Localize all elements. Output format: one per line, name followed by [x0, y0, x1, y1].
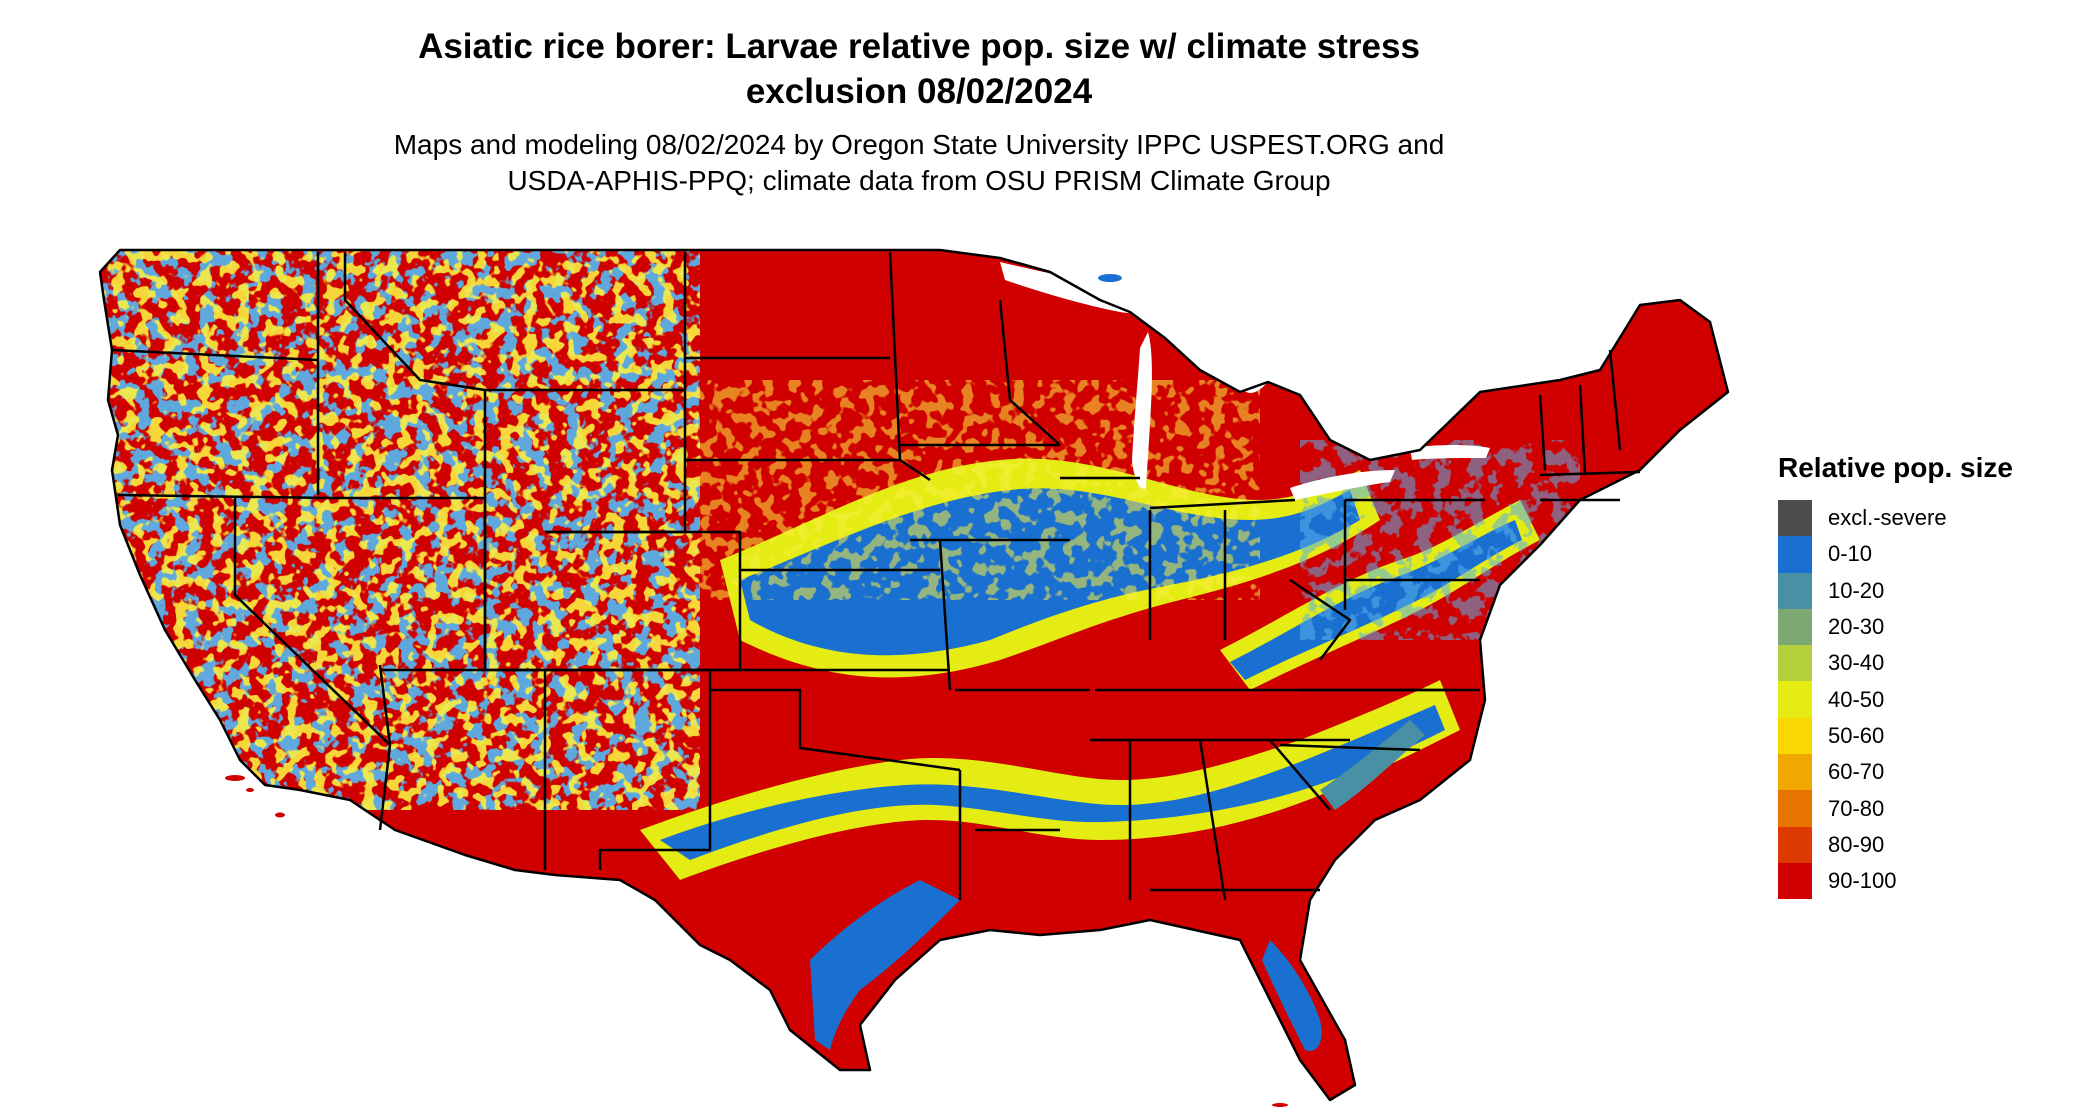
- map-subtitle-line-2: USDA-APHIS-PPQ; climate data from OSU PR…: [507, 165, 1331, 196]
- border-id-mt: [343, 252, 486, 392]
- map-title-line-1: Asiatic rice borer: Larvae relative pop.…: [418, 27, 1420, 66]
- legend-swatch: [1778, 608, 1812, 646]
- border-wv: [1289, 578, 1352, 661]
- legend-swatch: [1778, 790, 1812, 827]
- lake-ontario: [1410, 445, 1490, 460]
- border-ks-mo: [938, 539, 952, 691]
- island: [225, 775, 245, 781]
- island: [246, 788, 254, 792]
- border-dakotas-mn: [888, 251, 902, 461]
- legend-label: excl.-severe: [1828, 505, 1947, 531]
- legend-item: 90-100: [1778, 862, 2078, 900]
- legend-items: excl.-severe 0-10 10-20 20-30 30-40 40-50 50-6…: [1778, 500, 2078, 900]
- legend-swatch: [1778, 500, 1812, 537]
- legend-label: 90-100: [1828, 868, 1897, 894]
- legend-swatch: [1778, 681, 1812, 718]
- great-lakes: [1000, 262, 1490, 500]
- border-nc-sc: [1279, 743, 1421, 752]
- legend-item: 0-10: [1778, 536, 2078, 573]
- legend-item: 10-20: [1778, 572, 2078, 609]
- legend-item: 40-50: [1778, 681, 2078, 718]
- border-ny-vt: [1538, 394, 1547, 471]
- border-nv-az: [378, 664, 392, 831]
- legend-swatch: [1778, 572, 1812, 609]
- legend-swatch: [1778, 536, 1812, 573]
- border-mi-oh: [1149, 498, 1296, 510]
- island: [275, 812, 285, 818]
- legend-title: Relative pop. size: [1778, 452, 2013, 483]
- map-title-line-2: exclusion 08/02/2024: [745, 72, 1093, 111]
- legend-swatch: [1778, 645, 1812, 682]
- legend-item: 30-40: [1778, 645, 2078, 682]
- legend-label: 0-10: [1828, 541, 1873, 567]
- border-wa-or: [111, 348, 319, 362]
- lake-michigan: [1132, 332, 1152, 489]
- border-ca-nv: [233, 498, 391, 746]
- lake-superior: [1000, 262, 1144, 314]
- legend-label: 70-80: [1828, 795, 1885, 821]
- legend-label: 60-70: [1828, 759, 1885, 785]
- legend-label: 10-20: [1828, 577, 1885, 603]
- legend-item: 60-70: [1778, 754, 2078, 791]
- border-al-ga: [1198, 739, 1227, 901]
- border-vt-nh: [1578, 384, 1587, 476]
- legend-item: 20-30: [1778, 608, 2078, 646]
- border-ma: [1539, 470, 1641, 477]
- legend-item: 70-80: [1778, 790, 2078, 827]
- plains-speckle: [700, 380, 1580, 640]
- map-subtitle-line-1: Maps and modeling 08/02/2024 by Oregon S…: [393, 129, 1445, 160]
- state-borders: [98, 248, 1730, 1102]
- legend-swatch: [1778, 862, 1812, 900]
- legend-swatch: [1778, 826, 1812, 863]
- west-mountain-speckle: [100, 250, 700, 810]
- legend-label: 30-40: [1828, 650, 1885, 676]
- island-keys: [1272, 1103, 1288, 1107]
- border-nm: [545, 668, 712, 870]
- us-outline: [98, 248, 1730, 1102]
- border-ga-sc: [1269, 739, 1331, 811]
- map-land: [100, 250, 1728, 1100]
- islands: [225, 274, 1288, 1107]
- legend-swatch: [1778, 754, 1812, 791]
- lake-huron: [1192, 322, 1270, 393]
- legend-item: excl.-severe: [1778, 500, 2078, 537]
- legend-swatch: [1778, 717, 1812, 755]
- legend-item: 50-60: [1778, 717, 2078, 755]
- legend-label: 20-30: [1828, 614, 1885, 640]
- legend-item: 80-90: [1778, 826, 2078, 863]
- legend-label: 40-50: [1828, 686, 1885, 712]
- border-ok-tx: [710, 688, 961, 772]
- legend-label: 50-60: [1828, 722, 1885, 748]
- island-isle-royale: [1098, 274, 1122, 282]
- map-legend: Relative pop. size excl.-severe 0-10 10-20…: [1778, 452, 2078, 900]
- lake-erie: [1290, 470, 1395, 500]
- legend-label: 80-90: [1828, 831, 1885, 857]
- border-mn-wi: [998, 299, 1061, 446]
- border-or-ca: [117, 493, 331, 500]
- border-nh-me: [1608, 349, 1622, 451]
